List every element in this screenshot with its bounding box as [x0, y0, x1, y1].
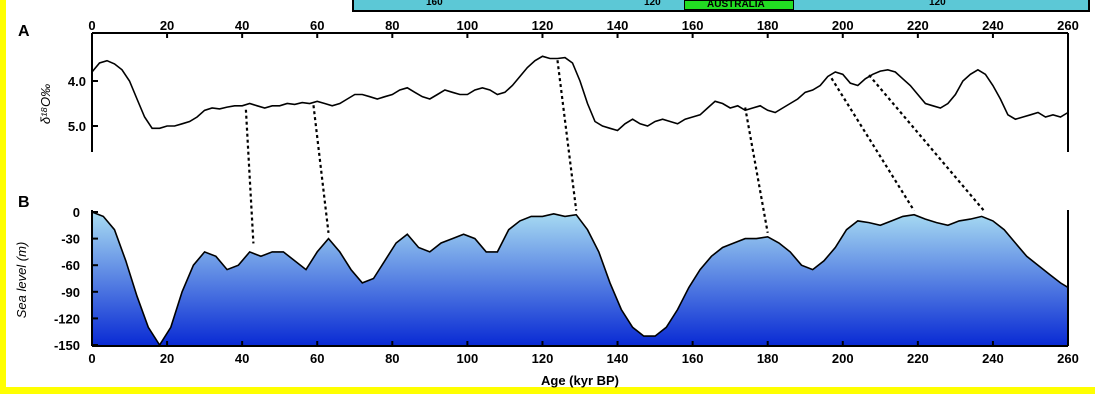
- sea-level-area: [92, 212, 1068, 345]
- correlation-line-3: [744, 107, 769, 234]
- panel-b-xtick-label: 100: [457, 351, 479, 366]
- panel-b-xtick-label: 220: [907, 351, 929, 366]
- panel-b-xtick-label: 60: [310, 351, 324, 366]
- panel-b-xtick-label: 240: [982, 351, 1004, 366]
- map-strip: 160 120 AUSTRALIA 120: [352, 0, 1090, 12]
- panel-b-ylabel: Sea level (m): [14, 242, 29, 319]
- panel-b-xtick-label: 80: [385, 351, 399, 366]
- panel-b-ytick-label: -120: [54, 311, 80, 326]
- panel-a-xtick-label: 260: [1057, 18, 1079, 33]
- panel-a-xtick-label: 0: [88, 18, 95, 33]
- axes: 0 20 40 60 80 100 120 140 160 180 200 220 240 2604.05…: [54, 18, 1079, 366]
- correlation-line-2: [556, 60, 578, 211]
- panel-b-ytick-label: 0: [73, 205, 80, 220]
- panel-a-xtick-label: 240: [982, 18, 1004, 33]
- panel-a-xtick-label: 160: [682, 18, 704, 33]
- correlation-line-1: [312, 105, 330, 233]
- panel-a-xtick-label: 40: [235, 18, 249, 33]
- panel-a-xtick-label: 220: [907, 18, 929, 33]
- panel-a-ytick-label: 5.0: [68, 119, 86, 134]
- map-label-120-east: 120: [929, 0, 946, 8]
- d18o-curve: [91, 55, 1069, 132]
- panel-a-xtick-label: 20: [160, 18, 174, 33]
- correlation-line-0: [244, 109, 255, 244]
- panel-b-xtick-label: 200: [832, 351, 854, 366]
- panel-a-ytick-label: 4.0: [68, 74, 86, 89]
- map-label-160: 160: [426, 0, 443, 8]
- panel-b-xlabel: Age (kyr BP): [541, 373, 619, 388]
- panel-b-ytick-label: -150: [54, 338, 80, 353]
- panel-b-letter: B: [18, 194, 30, 211]
- panel-a-xtick-label: 140: [607, 18, 629, 33]
- correlation-line-5: [868, 74, 987, 214]
- panel-a-ylabel: δ¹⁸O‰: [38, 84, 53, 124]
- panel-b-xtick-label: 120: [532, 351, 554, 366]
- panel-b-xtick-label: 140: [607, 351, 629, 366]
- panel-b-xtick-label: 0: [88, 351, 95, 366]
- correlation-lines: [244, 60, 987, 244]
- panel-b-xtick-label: 160: [682, 351, 704, 366]
- panel-a-letter: A: [18, 23, 30, 40]
- panel-a-xtick-label: 100: [457, 18, 479, 33]
- panel-a-xtick-label: 60: [310, 18, 324, 33]
- sea-level-curve: [91, 211, 1069, 347]
- correlation-line-4: [830, 77, 916, 212]
- map-label-australia: AUSTRALIA: [707, 0, 765, 10]
- panel-b-xtick-label: 260: [1057, 351, 1079, 366]
- panel-b-ytick-label: -60: [61, 258, 80, 273]
- panel-a-xtick-label: 120: [532, 18, 554, 33]
- panel-b-ytick-label: -90: [61, 285, 80, 300]
- panel-b-xtick-label: 180: [757, 351, 779, 366]
- panel-a-xtick-label: 200: [832, 18, 854, 33]
- panel-b-xtick-label: 20: [160, 351, 174, 366]
- panel-a-xtick-label: 80: [385, 18, 399, 33]
- panel-b-xtick-label: 40: [235, 351, 249, 366]
- panel-b-ytick-label: -30: [61, 232, 80, 247]
- panel-a-xtick-label: 180: [757, 18, 779, 33]
- map-land: AUSTRALIA: [684, 0, 794, 10]
- map-label-120: 120: [644, 0, 661, 8]
